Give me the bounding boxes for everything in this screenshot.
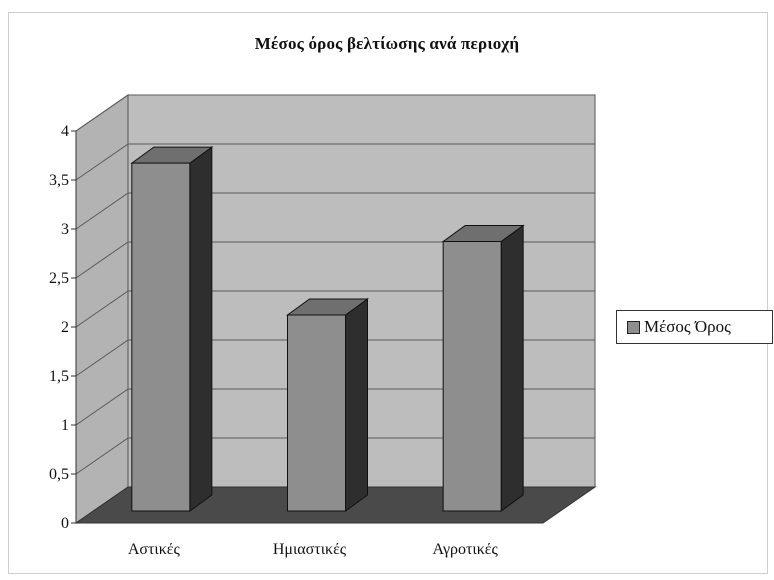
y-tick-label: 0	[61, 515, 69, 532]
chart-title: Μέσος όρος βελτίωσης ανά περιοχή	[254, 34, 520, 53]
x-tick-label: Ημιαστικές	[273, 541, 347, 558]
bar-side	[189, 146, 213, 512]
bar	[287, 314, 346, 512]
gridline-side	[75, 143, 129, 181]
y-tick-label: 1,5	[49, 368, 69, 385]
chart-frame	[8, 12, 768, 574]
gridline-side	[75, 241, 129, 279]
gridline-side	[75, 94, 129, 132]
gridline-side	[75, 290, 129, 328]
y-tick-label: 4	[61, 123, 69, 140]
legend: Μέσος Όρος	[616, 310, 773, 344]
y-tick-label: 1	[61, 417, 69, 434]
y-tick-label: 3	[61, 221, 69, 238]
gridline-side	[75, 437, 129, 475]
x-tick-label: Αγροτικές	[432, 541, 498, 558]
legend-label: Μέσος Όρος	[644, 317, 731, 336]
y-tick-label: 2,5	[49, 270, 69, 287]
gridline-side	[75, 192, 129, 230]
y-tick-label: 0,5	[49, 466, 69, 483]
x-tick-label: Αστικές	[128, 541, 181, 558]
bar-side	[500, 224, 524, 512]
gridline-side	[75, 339, 129, 377]
y-tick-label: 3,5	[49, 172, 69, 189]
gridline-side	[75, 388, 129, 426]
y-tick-label: 2	[61, 319, 69, 336]
bar-side	[345, 298, 368, 512]
bar	[131, 162, 191, 512]
legend-swatch	[627, 320, 640, 334]
bar	[442, 241, 502, 512]
